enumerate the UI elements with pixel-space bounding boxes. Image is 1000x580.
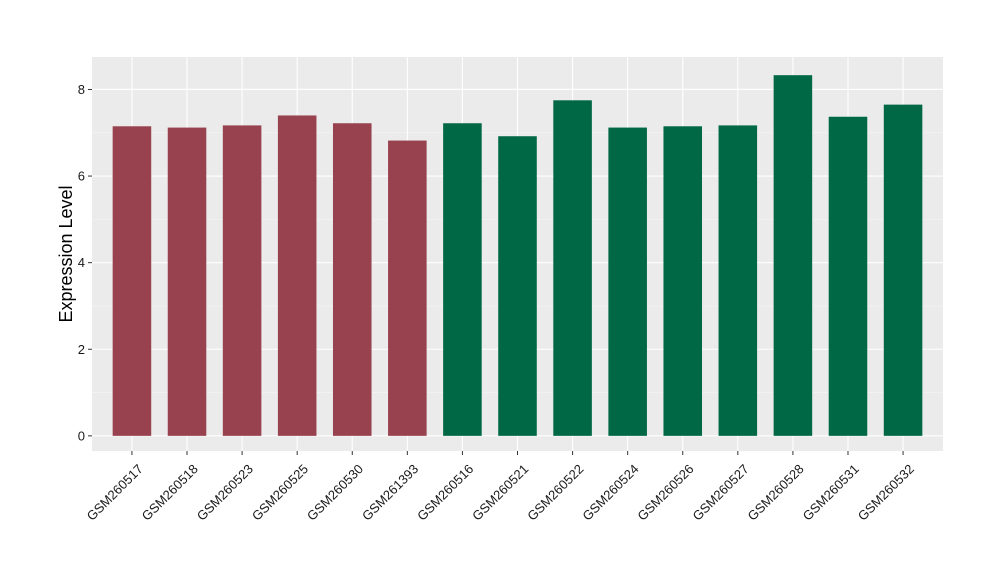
x-tick-label: GSM260530 [304, 461, 366, 523]
bar-gsm261393 [388, 140, 427, 436]
bar-gsm260523 [222, 125, 262, 436]
x-tick-label: GSM260527 [690, 461, 752, 523]
y-axis: 0 2 4 6 8 [78, 82, 92, 443]
y-tick-label: 4 [78, 255, 85, 270]
x-axis: GSM260517GSM260518GSM260523GSM260525GSM2… [84, 451, 917, 524]
y-axis-title: Expression Level [56, 185, 76, 322]
x-tick-label: GSM260532 [855, 461, 917, 523]
bar-gsm260521 [498, 136, 537, 436]
bar-gsm260526 [663, 126, 703, 436]
x-tick-label: GSM260528 [745, 461, 807, 523]
x-tick-label: GSM261393 [359, 461, 421, 523]
bar-gsm260518 [167, 127, 207, 436]
x-tick-label: GSM260522 [524, 461, 586, 523]
y-tick-label: 0 [78, 428, 85, 443]
x-tick-label: GSM260531 [800, 461, 862, 523]
x-tick-label: GSM260525 [249, 461, 311, 523]
y-tick-label: 6 [78, 169, 85, 184]
bars [112, 75, 923, 436]
bar-gsm260527 [718, 125, 758, 436]
y-tick-label: 2 [78, 342, 85, 357]
bar-gsm260522 [553, 100, 592, 436]
x-tick-label: GSM260517 [84, 461, 146, 523]
y-tick-label: 8 [78, 82, 85, 97]
x-tick-label: GSM260516 [414, 461, 476, 523]
bar-gsm260532 [883, 104, 923, 436]
bar-gsm260524 [608, 127, 647, 436]
x-tick-label: GSM260524 [579, 461, 641, 523]
bar-gsm260528 [773, 75, 813, 436]
bar-gsm260517 [112, 126, 152, 436]
x-tick-label: GSM260518 [139, 461, 201, 523]
x-tick-label: GSM260521 [469, 461, 531, 523]
x-tick-label: GSM260523 [194, 461, 256, 523]
x-tick-label: GSM260526 [634, 461, 696, 523]
bar-gsm260530 [332, 123, 372, 436]
bar-gsm260525 [277, 115, 317, 436]
bar-gsm260516 [443, 123, 482, 436]
bar-gsm260531 [828, 116, 868, 436]
